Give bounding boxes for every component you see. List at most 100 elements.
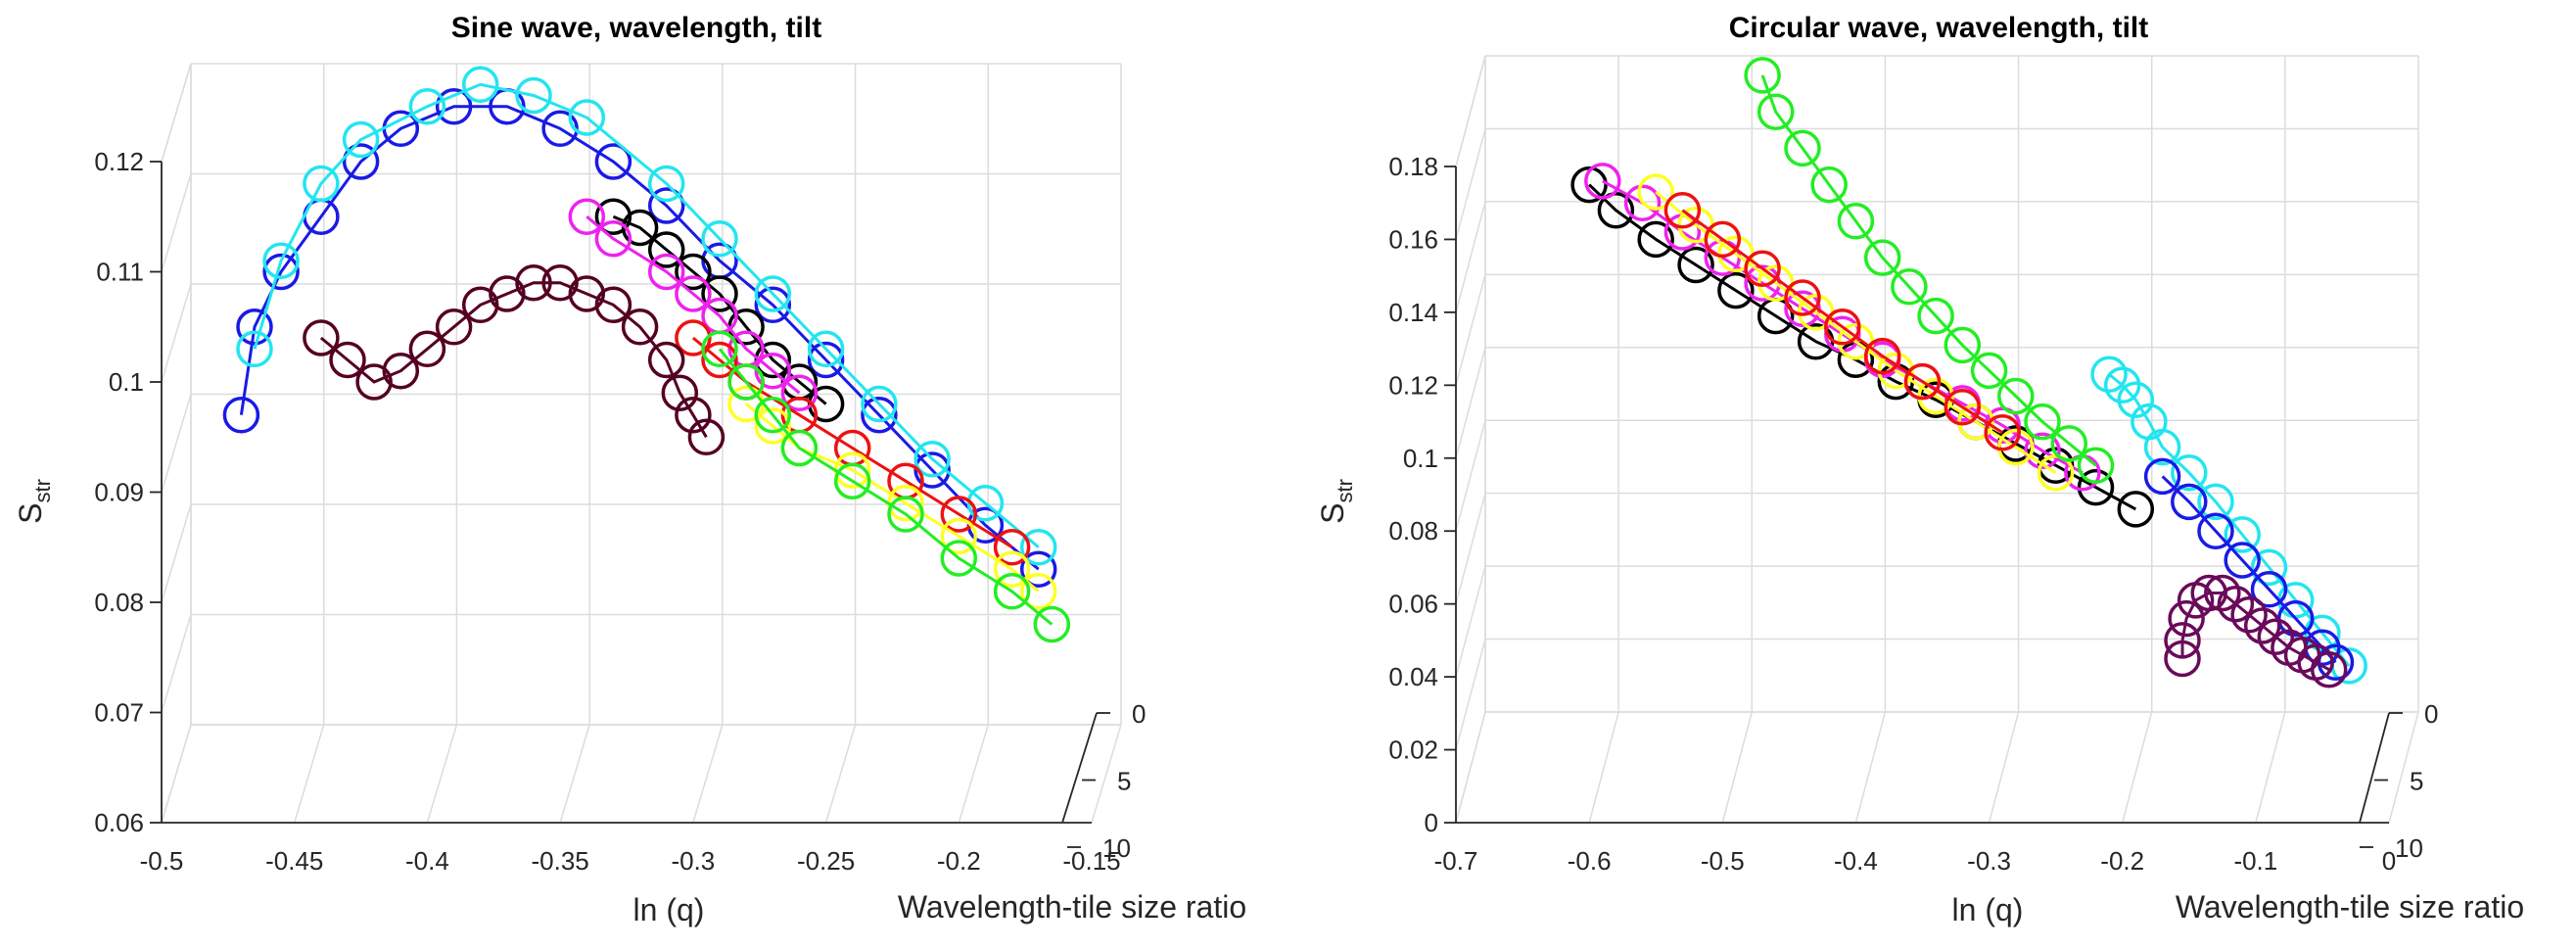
data-point-blue: [236, 308, 273, 346]
data-point-magenta: [754, 352, 792, 390]
grid-line-floor: [824, 724, 857, 824]
data-point-yellow: [1637, 173, 1674, 211]
grid-line-side: [1455, 565, 1486, 678]
data-point-dense-trail: [687, 418, 726, 456]
y-tick-label: 0.06: [94, 808, 144, 837]
y-axis-label-main: S: [1315, 503, 1350, 524]
y-tick-label: 0.1: [109, 367, 144, 397]
data-point-black: [621, 209, 659, 247]
data-point-dense-trail: [489, 275, 526, 312]
y-tick-label: 0.06: [1388, 590, 1438, 619]
data-point-green: [1863, 239, 1901, 276]
data-point-green: [701, 330, 738, 368]
data-point-cyan: [913, 440, 951, 478]
axes-box: [150, 161, 1110, 848]
grid-line-side: [1455, 128, 1486, 240]
tick-labels: -0.7 -0.6 -0.5 -0.4 -0.3 -0.2 -0.1 0 0 0.02 0.04 0.…: [1388, 152, 2438, 876]
x-tick-label: -0.3: [1967, 846, 2011, 876]
y-axis-label: Sstr: [1315, 479, 1357, 524]
data-point-black: [701, 275, 738, 312]
data-point-black: [807, 385, 845, 423]
data-point-dense-hook: [2168, 599, 2205, 638]
data-point-blue: [861, 396, 898, 434]
data-point-cyan: [515, 76, 552, 115]
y-tick-label: 0.08: [1388, 516, 1438, 546]
x-tick-label: -0.4: [405, 846, 449, 876]
box-edge: [1455, 55, 1486, 167]
data-point-dense-hook: [2257, 618, 2295, 655]
data-point-black: [647, 231, 685, 268]
x-tick-label: 0: [2382, 846, 2396, 876]
x-tick-label: -0.6: [1568, 846, 1612, 876]
z-tick-label: 5: [2410, 767, 2423, 796]
grid-line-side: [161, 614, 192, 713]
data-point-black: [1717, 271, 1755, 309]
data-point-green: [2050, 425, 2088, 462]
data-point-red: [675, 319, 712, 356]
data-point-green: [887, 496, 924, 533]
data-point-black: [1570, 166, 1608, 204]
chart-title: Sine wave, wavelength, tilt: [451, 12, 821, 44]
data-point-dense-trail: [329, 341, 366, 379]
data-point-green: [1997, 377, 2035, 415]
z-axis-line: [2359, 712, 2390, 824]
y-tick-label: 0.02: [1388, 735, 1438, 765]
grid-line-side: [161, 503, 192, 603]
data-point-dense-trail: [661, 374, 699, 411]
x-tick-label: -0.2: [2100, 846, 2144, 876]
grid: [1455, 55, 2419, 824]
x-tick-label: -0.3: [671, 846, 715, 876]
data-point-dense-trail: [621, 308, 659, 346]
data-point-magenta: [675, 275, 712, 312]
data-point-blue: [2143, 457, 2181, 496]
data-point-green: [754, 396, 792, 434]
z-axis-label: Wavelength-tile size ratio: [2176, 889, 2524, 925]
data-point-red: [1704, 220, 1742, 259]
y-tick-label: 0.11: [96, 258, 144, 287]
series-line-magenta: [585, 215, 801, 395]
data-point-magenta: [594, 220, 632, 258]
series-line-red: [691, 336, 1013, 548]
x-tick-label: -0.7: [1434, 846, 1478, 876]
data-point-cyan: [2143, 428, 2181, 466]
z-axis-line: [1061, 712, 1098, 824]
data-point-blue: [754, 286, 792, 324]
chart-circular-wave: Circular wave, wavelength, tilt -0.7 -0.6…: [1315, 12, 2524, 927]
grid-line-side: [1455, 711, 1486, 824]
data-point-dense-trail: [435, 308, 473, 346]
data-point-black: [675, 253, 712, 291]
axes-box: [1444, 166, 2403, 848]
data-point-blue: [807, 341, 845, 379]
y-axis-label: Sstr: [13, 479, 55, 524]
z-tick-label: 10: [1102, 833, 1131, 863]
data-point-magenta: [780, 374, 819, 411]
data-point-dense-trail: [675, 396, 712, 434]
data-point-dense-trail: [408, 330, 446, 368]
data-point-black: [2117, 491, 2155, 528]
x-axis-label: ln (q): [633, 892, 705, 927]
z-axis-label: Wavelength-tile size ratio: [898, 889, 1246, 925]
y-tick-label: 0.12: [94, 147, 144, 176]
x-tick-label: -0.5: [1701, 846, 1745, 876]
data-point-cyan: [2197, 483, 2234, 521]
grid-line-floor: [1091, 724, 1122, 824]
grid-line-side: [161, 724, 192, 824]
data-point-green: [727, 363, 765, 401]
data-point-blue: [647, 187, 685, 224]
data-point-yellow: [940, 517, 978, 555]
data-point-red: [1984, 413, 2021, 451]
data-point-yellow: [1957, 403, 1994, 441]
data-point-dense-hook: [2217, 585, 2255, 623]
data-point-green: [2024, 403, 2061, 441]
data-layer: [1570, 57, 2367, 688]
z-tick-label: 5: [1117, 767, 1131, 796]
chart-title: Circular wave, wavelength, tilt: [1729, 12, 2148, 44]
data-point-blue: [2197, 512, 2234, 549]
data-point-cyan: [754, 275, 792, 312]
data-point-green: [1970, 352, 2008, 390]
data-point-green: [1033, 605, 1071, 643]
x-axis-label: ln (q): [1952, 892, 2024, 927]
grid-line-side: [1455, 347, 1486, 458]
data-point-cyan: [861, 385, 898, 423]
